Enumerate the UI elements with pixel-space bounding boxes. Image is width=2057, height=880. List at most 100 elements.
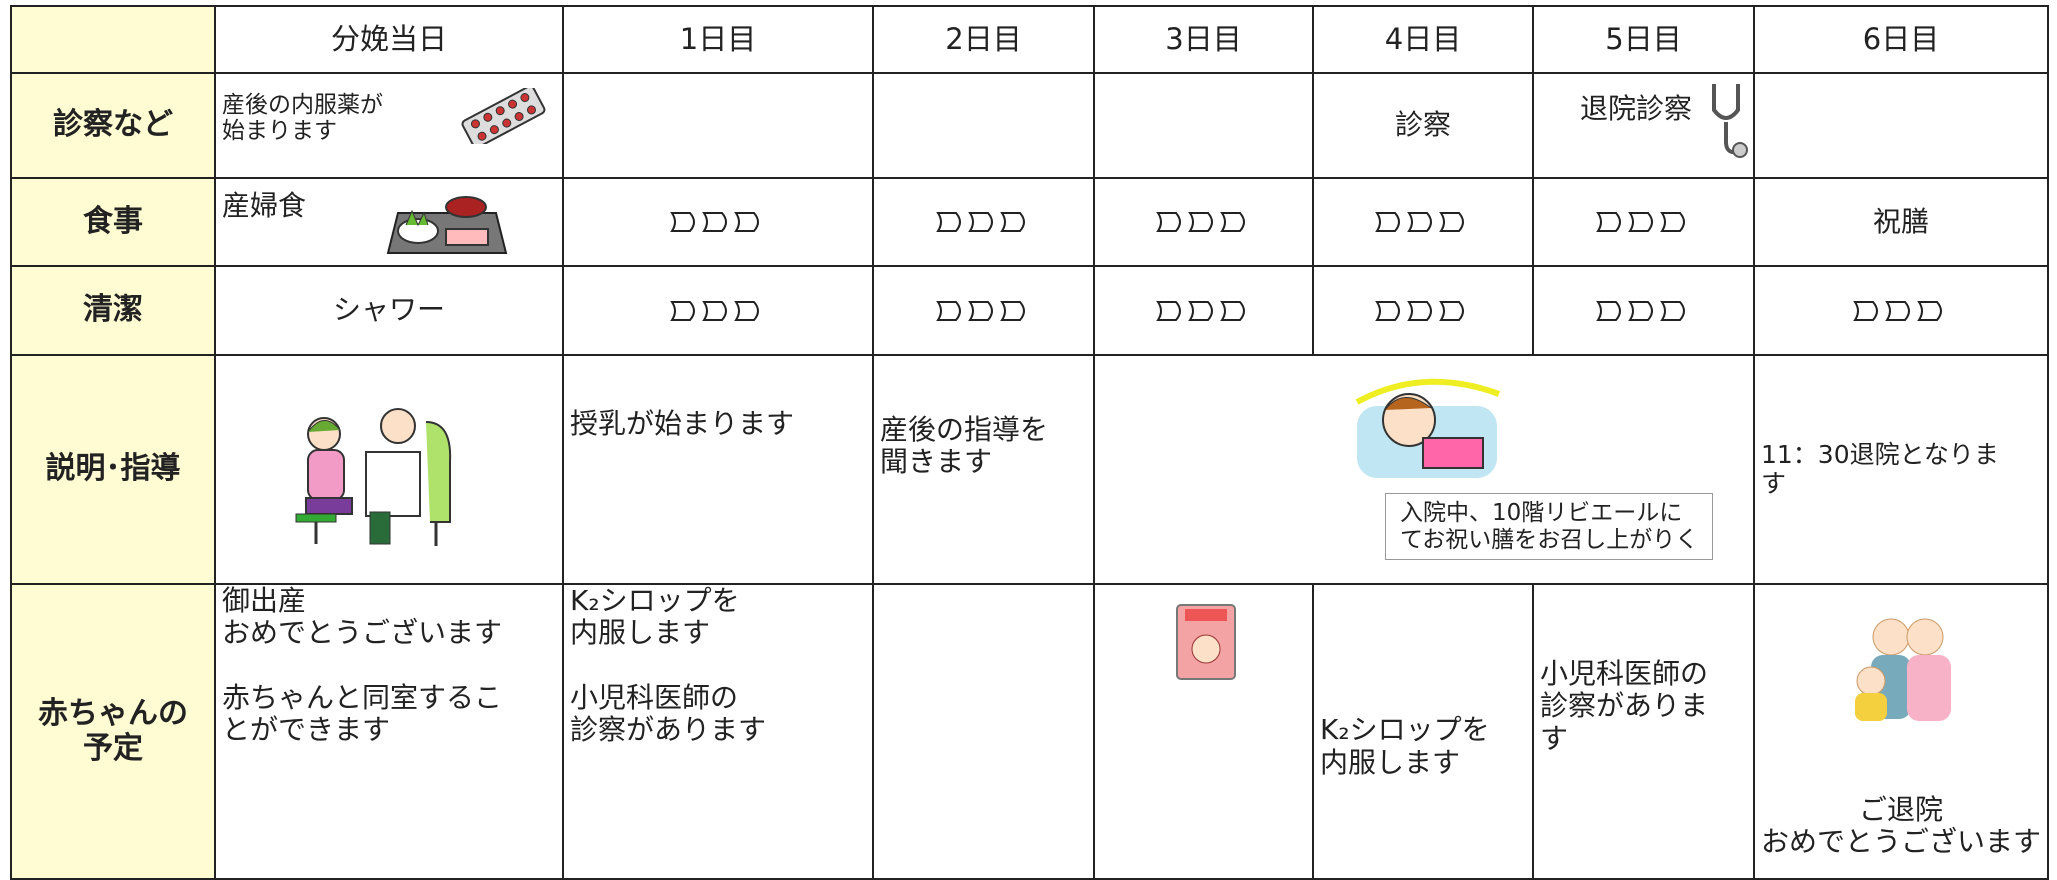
row: 説明･指導 授乳が始まります 産後の指導を 聞きます 入院中、10階リビエールに… xyxy=(10,354,2049,586)
cell xyxy=(872,71,1095,180)
cell xyxy=(562,177,874,268)
chevron xyxy=(935,212,961,233)
row-label: 診察など xyxy=(10,71,216,180)
cell xyxy=(872,583,1095,880)
day-header: 4日目 xyxy=(1312,5,1534,74)
cell-text: 退院診察 xyxy=(1580,92,1693,126)
same-as-before-icon xyxy=(935,212,1025,233)
cell: K₂シロップを 内服します 小児科医師の 診察があります xyxy=(562,583,874,880)
cell xyxy=(1532,265,1755,357)
chevron xyxy=(1659,300,1685,321)
cell: 授乳が始まります xyxy=(562,354,874,586)
cell: 御出産 おめでとうございます 赤ちゃんと同室するこ とができます xyxy=(214,583,564,880)
row: 診察など 産後の内服薬が 始まります 診察 退院診察 xyxy=(10,71,2049,180)
cell: 産後の指導を 聞きます xyxy=(872,354,1095,586)
merged-cell: 入院中、10階リビエールに てお祝い膳をお召し上がりく xyxy=(1093,354,1755,586)
same-as-before-icon xyxy=(935,300,1025,321)
cell xyxy=(1312,265,1534,357)
cell xyxy=(1093,71,1314,180)
chevron xyxy=(1187,300,1213,321)
chevron xyxy=(734,300,759,321)
same-as-before-icon xyxy=(1595,300,1685,321)
chevron xyxy=(1627,300,1653,321)
cell xyxy=(1753,71,2049,180)
row: 赤ちゃんの 予定 御出産 おめでとうございます 赤ちゃんと同室するこ とができま… xyxy=(10,583,2049,880)
chevron xyxy=(999,300,1025,321)
day-header: 3日目 xyxy=(1093,5,1314,74)
row-label: 食事 xyxy=(10,177,216,268)
chevron xyxy=(1853,300,1878,321)
chevron xyxy=(967,300,993,321)
note-box: 入院中、10階リビエールに てお祝い膳をお召し上がりく xyxy=(1385,493,1714,560)
header-row: 分娩当日 1日目 2日目 3日目 4日目 5日目 6日目 xyxy=(10,5,2049,74)
pill-icon xyxy=(461,88,546,144)
cell-text: 産後の内服薬が 始まります xyxy=(222,92,383,145)
chevron xyxy=(1439,300,1464,321)
chevron xyxy=(702,212,727,233)
day-header: 1日目 xyxy=(562,5,874,74)
cell xyxy=(562,71,874,180)
cell: ご退院 おめでとうございます xyxy=(1753,583,2049,880)
chevron xyxy=(1375,212,1400,233)
family-illustration xyxy=(1855,618,1951,722)
row-label: 清潔 xyxy=(10,265,216,357)
cell-text: ご退院 おめでとうございます xyxy=(1760,792,2041,858)
chevron xyxy=(1375,300,1400,321)
cell xyxy=(1532,177,1755,268)
row-label: 赤ちゃんの 予定 xyxy=(10,583,216,880)
chevron xyxy=(999,212,1025,233)
day-header: 5日目 xyxy=(1532,5,1755,74)
cell: K₂シロップを 内服します xyxy=(1312,583,1534,880)
chevron xyxy=(1595,300,1621,321)
chevron xyxy=(1627,212,1653,233)
cell: 産婦食 xyxy=(214,177,564,268)
cell: 11：30退院となりま す xyxy=(1753,354,2049,586)
corner-cell xyxy=(10,5,216,74)
chevron xyxy=(734,212,759,233)
same-as-before-icon xyxy=(670,300,759,321)
cell: 退院診察 xyxy=(1532,71,1755,180)
chevron xyxy=(702,300,727,321)
chevron xyxy=(1407,212,1432,233)
cell xyxy=(214,354,564,586)
cell xyxy=(1093,583,1314,880)
row-label: 説明･指導 xyxy=(10,354,216,586)
cell-text: K₂シロップを 内服します xyxy=(1320,713,1490,779)
cell xyxy=(1753,265,2049,357)
page: 分娩当日 1日目 2日目 3日目 4日目 5日目 6日目 診察など 産後の内服薬… xyxy=(10,5,2049,880)
day-header: 分娩当日 xyxy=(214,5,564,74)
schedule-table: 分娩当日 1日目 2日目 3日目 4日目 5日目 6日目 診察など 産後の内服薬… xyxy=(10,5,2049,880)
same-as-before-icon xyxy=(1853,300,1942,321)
chevron xyxy=(1155,212,1181,233)
stethoscope-icon xyxy=(1712,84,1748,158)
chevron xyxy=(1219,300,1245,321)
chevron xyxy=(1187,212,1213,233)
chevron xyxy=(1595,212,1621,233)
chevron xyxy=(670,212,695,233)
cell-text: 授乳が始まります xyxy=(570,407,795,441)
cell-text: 産後の指導を 聞きます xyxy=(880,413,1049,479)
cell-text: 小児科医師の 診察がありま す xyxy=(1540,657,1709,755)
chevron xyxy=(670,300,695,321)
cell xyxy=(872,265,1095,357)
cell: 産後の内服薬が 始まります xyxy=(214,71,564,180)
same-as-before-icon xyxy=(1155,300,1245,321)
same-as-before-icon xyxy=(1155,212,1245,233)
cell xyxy=(562,265,874,357)
chevron xyxy=(1407,300,1432,321)
chevron xyxy=(1439,212,1464,233)
cell xyxy=(872,177,1095,268)
handbook-icon xyxy=(1176,604,1236,681)
day-header: 6日目 xyxy=(1753,5,2049,74)
baby-illustration xyxy=(1355,378,1501,479)
same-as-before-icon xyxy=(670,212,759,233)
same-as-before-icon xyxy=(1375,212,1464,233)
cell xyxy=(1312,177,1534,268)
cell: 診察 xyxy=(1312,71,1534,180)
chevron xyxy=(1885,300,1910,321)
cell-text: 産婦食 xyxy=(222,188,307,222)
cell xyxy=(1093,177,1314,268)
chevron xyxy=(1917,300,1942,321)
chevron xyxy=(1219,212,1245,233)
chevron xyxy=(967,212,993,233)
